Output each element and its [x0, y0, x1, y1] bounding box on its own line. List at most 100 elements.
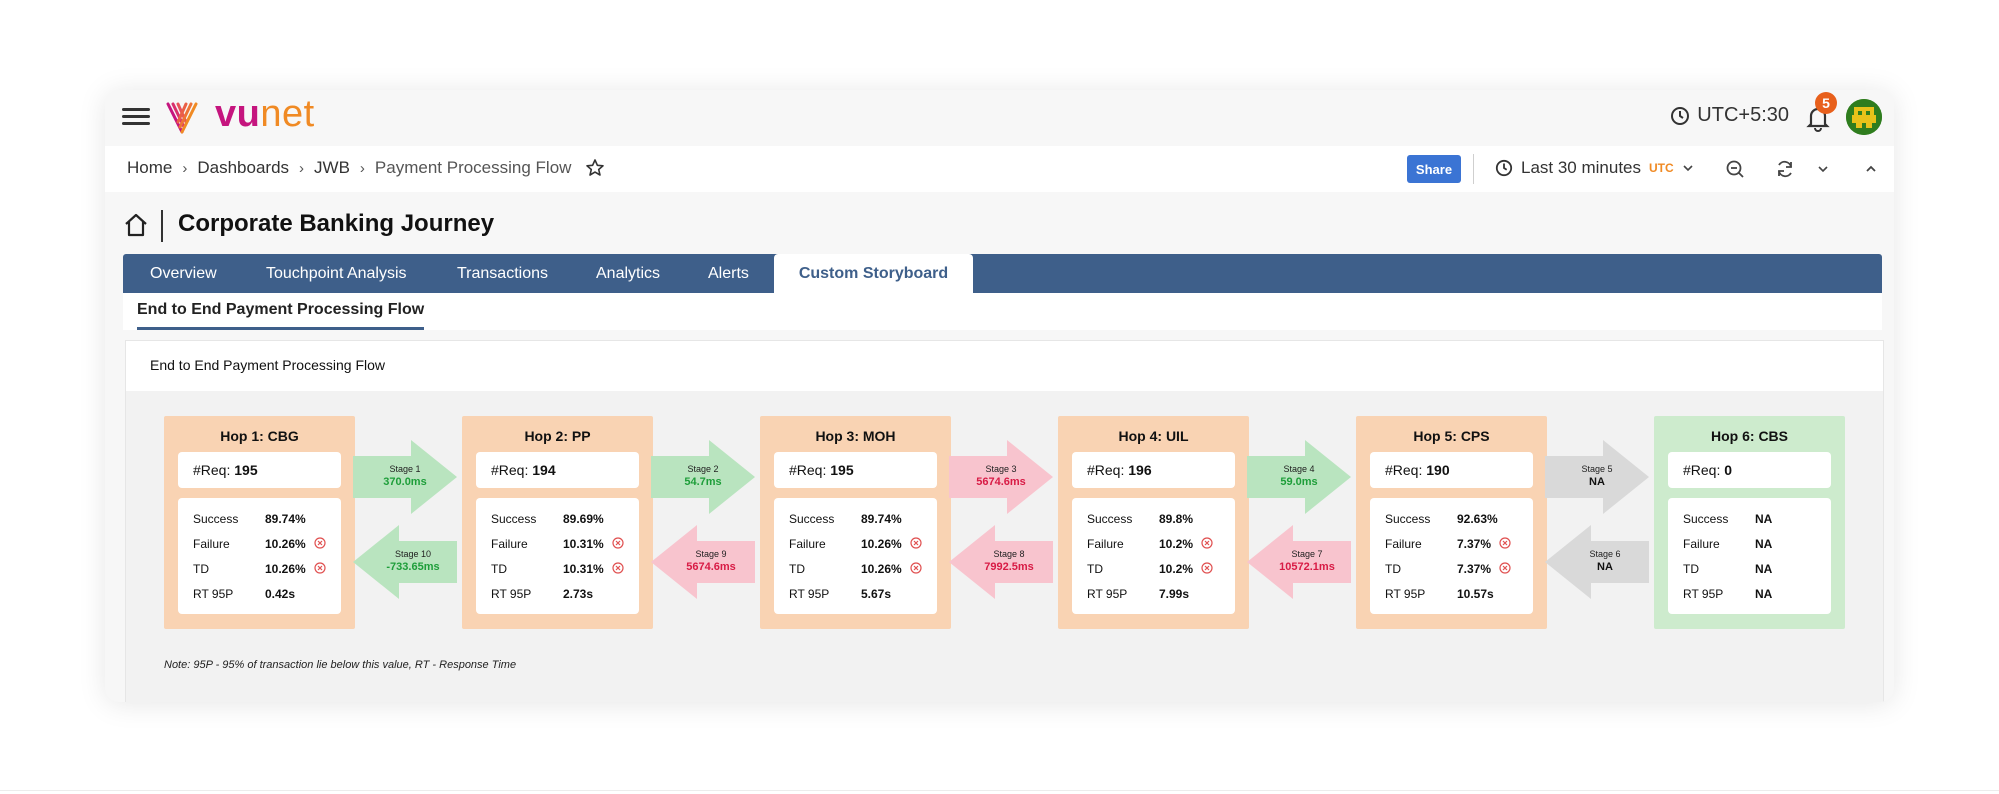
backward-stage-arrow[interactable]: Stage 9 5674.6ms	[651, 525, 755, 599]
hop-card[interactable]: Hop 5: CPS #Req: 190 Success 92.63% Failure 7…	[1356, 416, 1547, 629]
metric-label: Success	[193, 512, 239, 526]
brand-wordmark: vunet	[215, 93, 315, 135]
backward-stage-arrow[interactable]: Stage 7 10572.1ms	[1247, 525, 1351, 599]
share-button[interactable]: Share	[1407, 155, 1461, 183]
error-circle-icon	[910, 562, 922, 574]
breadcrumb-dashboards[interactable]: Dashboards	[197, 158, 290, 177]
arrow-left-icon	[949, 525, 1053, 599]
home-icon[interactable]	[123, 212, 149, 238]
request-label: #Req:	[491, 462, 529, 478]
metric-label: RT 95P	[1683, 587, 1724, 601]
metric-value: 5.67s	[861, 587, 892, 601]
stage-label: Stage 7	[1291, 549, 1323, 559]
stage-value: NA	[1597, 561, 1613, 573]
notification-badge: 5	[1815, 92, 1837, 114]
title-divider	[161, 210, 163, 242]
metric-value: 7.37%	[1457, 562, 1492, 576]
menu-icon[interactable]	[122, 103, 150, 131]
request-label: #Req:	[1385, 462, 1423, 478]
metric-row-success: Success 89.8%	[1087, 512, 1227, 528]
forward-stage-arrow[interactable]: Stage 3 5674.6ms	[949, 440, 1053, 514]
metric-value: 89.69%	[563, 512, 604, 526]
metric-row-failure: Failure NA	[1683, 537, 1823, 553]
hop-card[interactable]: Hop 2: PP #Req: 194 Success 89.69% Failure 10…	[462, 416, 653, 629]
star-icon[interactable]	[585, 158, 605, 178]
arrow-left-icon	[651, 525, 755, 599]
stage-label: Stage 6	[1589, 549, 1621, 559]
breadcrumb-jwb[interactable]: JWB	[314, 158, 350, 177]
tab-overview[interactable]: Overview	[150, 265, 217, 282]
metric-value: NA	[1755, 562, 1773, 576]
breadcrumb-home[interactable]: Home	[127, 158, 173, 177]
backward-stage-arrow[interactable]: Stage 8 7992.5ms	[949, 525, 1053, 599]
metric-row-success: Success NA	[1683, 512, 1823, 528]
metric-row-rt: RT 95P 10.57s	[1385, 587, 1525, 603]
arrow-right-icon	[1247, 440, 1351, 514]
refresh-interval-chevron-icon[interactable]	[1817, 163, 1829, 175]
metric-value: 10.2%	[1159, 537, 1194, 551]
tab-analytics[interactable]: Analytics	[596, 265, 661, 282]
hop-title: Hop 5: CPS	[1413, 428, 1490, 444]
forward-stage-arrow[interactable]: Stage 1 370.0ms	[353, 440, 457, 514]
forward-stage-arrow[interactable]: Stage 4 59.0ms	[1247, 440, 1351, 514]
error-circle-icon	[314, 562, 326, 574]
hop-card[interactable]: Hop 3: MOH #Req: 195 Success 89.74% Failure 1…	[760, 416, 951, 629]
metric-label: Failure	[491, 537, 528, 551]
request-label: #Req:	[1087, 462, 1125, 478]
refresh-icon[interactable]	[1775, 159, 1795, 179]
backward-stage-arrow[interactable]: Stage 6 NA	[1545, 525, 1649, 599]
metric-value: 10.2%	[1159, 562, 1194, 576]
metric-row-td: TD 10.26%	[193, 562, 333, 578]
panel-note: Note: 95P - 95% of transaction lie below…	[164, 659, 517, 671]
metric-row-failure: Failure 10.2%	[1087, 537, 1227, 553]
tab-touchpoint-analysis[interactable]: Touchpoint Analysis	[266, 265, 407, 282]
zoom-out-icon[interactable]	[1725, 159, 1745, 179]
collapse-icon[interactable]	[1865, 163, 1877, 175]
error-circle-icon	[910, 537, 922, 549]
stage-value: 54.7ms	[684, 476, 722, 488]
hop-card[interactable]: Hop 4: UIL #Req: 196 Success 89.8% Failure 10…	[1058, 416, 1249, 629]
metric-value: 89.74%	[861, 512, 902, 526]
tab-alerts[interactable]: Alerts	[708, 265, 749, 282]
timezone-label: UTC+5:30	[1697, 104, 1789, 126]
vunet-logo-icon	[166, 102, 198, 134]
chevron-right-icon: ›	[182, 159, 188, 177]
tab-transactions[interactable]: Transactions	[457, 265, 548, 282]
forward-stage-arrow[interactable]: Stage 5 NA	[1545, 440, 1649, 514]
avatar[interactable]	[1846, 99, 1882, 135]
metric-row-failure: Failure 10.26%	[789, 537, 929, 553]
timezone-display[interactable]: UTC+5:30	[1670, 104, 1789, 127]
metric-value: 10.31%	[563, 537, 604, 551]
hop-card[interactable]: Hop 1: CBG #Req: 195 Success 89.74% Failure 1…	[164, 416, 355, 629]
metric-label: RT 95P	[491, 587, 532, 601]
metric-value: 89.8%	[1159, 512, 1194, 526]
request-label: #Req:	[193, 462, 231, 478]
tab-custom-storyboard[interactable]: Custom Storyboard	[774, 254, 973, 293]
metric-row-td: TD NA	[1683, 562, 1823, 578]
metric-row-success: Success 89.74%	[789, 512, 929, 528]
stage-label: Stage 10	[394, 549, 432, 559]
clock-icon	[1671, 106, 1690, 125]
request-value: 194	[532, 462, 556, 478]
metric-value: 7.99s	[1159, 587, 1190, 601]
breadcrumb-current: Payment Processing Flow	[374, 158, 572, 177]
request-count: #Req: 190	[1385, 462, 1450, 478]
request-count: #Req: 194	[491, 462, 556, 478]
request-count-box: #Req: 195	[178, 452, 341, 488]
arrow-right-icon	[353, 440, 457, 514]
utc-label: UTC	[1649, 161, 1674, 175]
metric-row-rt: RT 95P 2.73s	[491, 587, 631, 603]
metric-row-failure: Failure 7.37%	[1385, 537, 1525, 553]
metric-label: TD	[1087, 562, 1103, 576]
request-value: 190	[1426, 462, 1450, 478]
backward-stage-arrow[interactable]: Stage 10 -733.65ms	[353, 525, 457, 599]
metrics-box: Success 89.8% Failure 10.2% TD 10.2% RT 95P 7.9…	[1072, 498, 1235, 614]
forward-stage-arrow[interactable]: Stage 2 54.7ms	[651, 440, 755, 514]
arrow-right-icon	[651, 440, 755, 514]
subtab-e2e-flow[interactable]: End to End Payment Processing Flow	[137, 301, 425, 330]
metric-value: 10.26%	[861, 537, 902, 551]
metric-label: RT 95P	[193, 587, 234, 601]
time-range-picker[interactable]: Last 30 minutes UTC	[1495, 158, 1694, 178]
hop-card[interactable]: Hop 6: CBS #Req: 0 Success NA Failure NA TD NA R…	[1654, 416, 1845, 629]
metric-value: 2.73s	[563, 587, 594, 601]
